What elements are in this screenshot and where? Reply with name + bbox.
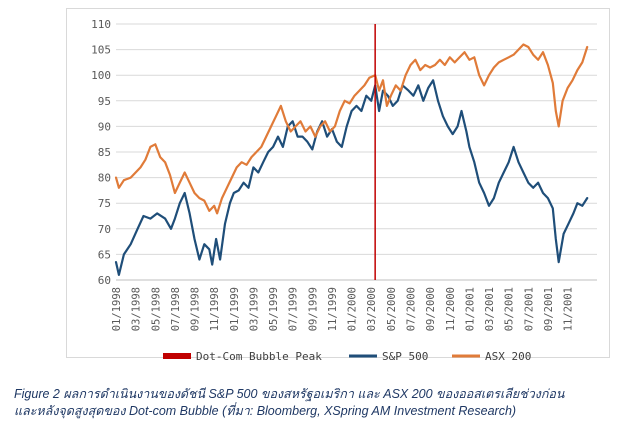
x-tick-label: 09/1998 — [190, 287, 202, 331]
x-tick-label: 01/1999 — [229, 287, 241, 331]
x-tick-label: 03/1998 — [131, 287, 143, 331]
x-tick-label: 05/1999 — [268, 287, 280, 331]
legend-asx-200-label: ASX 200 — [485, 350, 531, 363]
x-tick-label: 09/1999 — [307, 287, 319, 331]
legend: Dot-Com Bubble Peak S&P 500 ASX 200 — [163, 350, 531, 363]
y-axis: 60 65 70 75 80 85 90 95 100 105 110 — [91, 18, 111, 287]
x-tick-label: 05/1998 — [150, 287, 162, 331]
series-line-asx-200 — [114, 43, 589, 215]
x-tick-label: 11/2000 — [445, 287, 457, 331]
y-tick-label: 110 — [91, 18, 111, 31]
y-tick-label: 95 — [98, 95, 111, 108]
y-tick-label: 80 — [98, 172, 111, 185]
y-tick-label: 65 — [98, 248, 111, 261]
x-tick-label: 07/2001 — [523, 287, 535, 331]
x-tick-label: 03/2000 — [366, 287, 378, 331]
x-tick-label: 07/2000 — [405, 287, 417, 331]
y-tick-label: 70 — [98, 223, 111, 236]
y-tick-label: 85 — [98, 146, 111, 159]
y-tick-label: 90 — [98, 120, 111, 133]
x-tick-label: 05/2000 — [386, 287, 398, 331]
x-axis: 01/1998 03/1998 05/1998 07/1998 09/1998 11/19… — [111, 279, 597, 331]
y-tick-label: 60 — [98, 274, 111, 287]
caption-line-1: Figure 2 ผลการดำเนินงานของดัชนี S&P 500 … — [14, 387, 565, 401]
x-tick-label: 01/1998 — [111, 287, 123, 331]
x-tick-label: 09/2000 — [425, 287, 437, 331]
x-tick-label: 03/2001 — [484, 287, 496, 331]
x-tick-label: 03/1999 — [248, 287, 260, 331]
x-tick-label: 01/2000 — [347, 287, 359, 331]
series-line-s-p-500 — [114, 79, 589, 276]
y-tick-label: 75 — [98, 197, 111, 210]
x-tick-label: 11/1999 — [327, 287, 339, 331]
caption-line-2: และหลังจุดสูงสุดของ Dot-com Bubble (ที่ม… — [14, 404, 517, 418]
y-tick-label: 105 — [91, 44, 111, 57]
series-lines — [114, 24, 589, 280]
x-tick-label: 07/1999 — [288, 287, 300, 331]
x-tick-label: 09/2001 — [543, 287, 555, 331]
x-tick-label: 01/2001 — [464, 287, 476, 331]
chart-frame — [66, 8, 610, 358]
x-tick-label: 11/2001 — [563, 287, 575, 331]
x-tick-label: 07/1998 — [170, 287, 182, 331]
legend-dot-com-bubble-peak-swatch — [163, 353, 191, 359]
gridlines — [116, 23, 597, 281]
x-tick-label: 05/2001 — [504, 287, 516, 331]
figure-caption: Figure 2 ผลการดำเนินงานของดัชนี S&P 500 … — [14, 386, 634, 420]
legend-s-p-500-label: S&P 500 — [382, 350, 428, 363]
legend-dot-com-bubble-peak-label: Dot-Com Bubble Peak — [196, 350, 322, 363]
y-tick-label: 100 — [91, 69, 111, 82]
x-tick-label: 11/1998 — [209, 287, 221, 331]
